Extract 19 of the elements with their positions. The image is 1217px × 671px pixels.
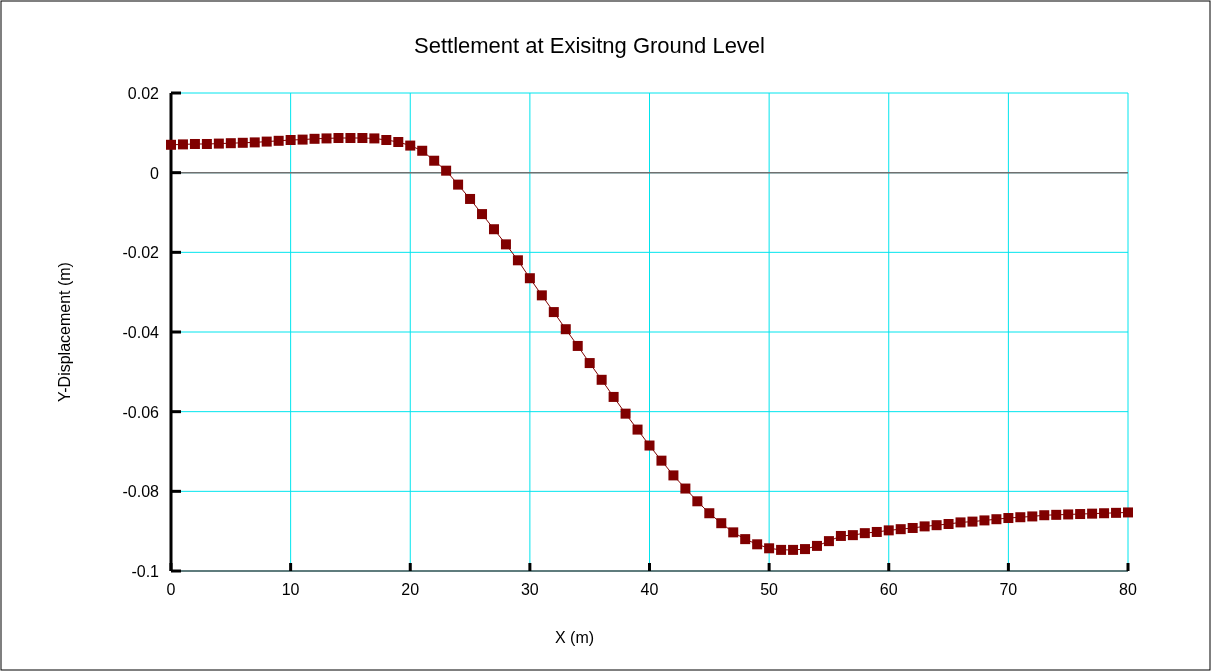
x-tick-label: 0: [166, 581, 176, 598]
x-tick-label: 60: [879, 581, 898, 598]
y-tick-label: -0.08: [122, 483, 160, 501]
x-tick-label: 70: [999, 581, 1018, 598]
x-tick-label: 80: [1119, 581, 1137, 598]
y-tick-label: -0.04: [122, 324, 160, 341]
y-tick-label: -0.02: [122, 244, 160, 262]
x-tick-label: 20: [401, 581, 420, 598]
x-tick-label: 40: [640, 581, 659, 598]
y-tick-label: -0.06: [122, 403, 160, 421]
x-tick-label: 50: [760, 581, 779, 598]
x-tick-label: 30: [520, 581, 539, 598]
y-tick-label: -0.1: [131, 563, 160, 580]
y-axis-title: Y-Displacement (m): [56, 262, 73, 402]
y-tick-label: 0.02: [127, 85, 160, 102]
x-axis-title: X (m): [554, 629, 595, 646]
x-tick-label: 10: [281, 581, 300, 598]
y-tick-label: 0: [150, 164, 160, 182]
chart-title: Settlement at Exisitng Ground Level: [414, 33, 765, 58]
